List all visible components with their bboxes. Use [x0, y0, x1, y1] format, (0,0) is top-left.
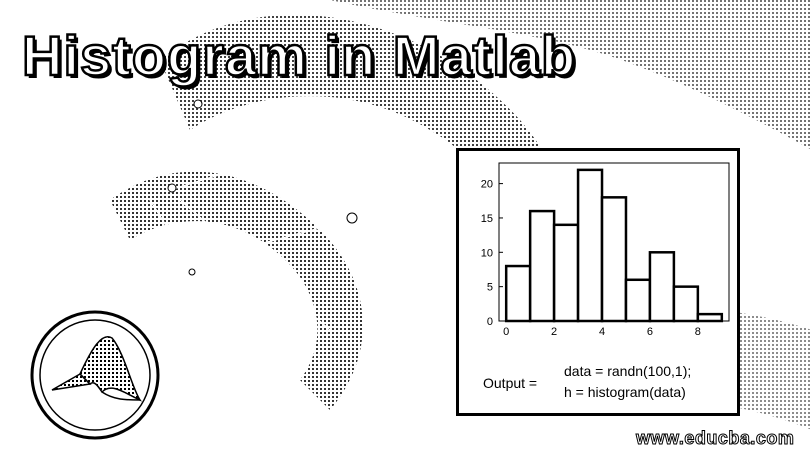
histogram-bar	[576, 168, 604, 323]
histogram-bar	[552, 223, 580, 323]
x-tick-label: 6	[647, 326, 653, 337]
histogram-bar	[600, 196, 628, 323]
x-tick-label: 8	[695, 326, 701, 337]
y-tick-label: 20	[481, 179, 493, 191]
histogram-bar	[696, 312, 724, 323]
histogram-chart: 0 2 4 6 8 0 5 10 15 20	[481, 162, 730, 337]
y-tick-label: 5	[487, 282, 493, 294]
x-tick-label: 4	[599, 326, 605, 337]
y-tick-label: 15	[481, 213, 493, 225]
histogram-bar	[672, 285, 700, 323]
histogram-bar	[528, 209, 556, 323]
y-tick-label: 10	[481, 247, 493, 259]
histogram-figure: 0 2 4 6 8 0 5 10 15 20 Output = data = randn(100…	[456, 148, 740, 416]
page-title: Histogram in Matlab	[21, 24, 577, 87]
watermark: www.educba.com	[635, 428, 795, 449]
histogram-bar	[648, 251, 676, 323]
histogram-bar	[624, 278, 652, 323]
code-line: data = randn(100,1);	[564, 363, 692, 379]
code-line: h = histogram(data)	[564, 384, 686, 400]
code-caption: Output = data = randn(100,1); h = histog…	[459, 341, 737, 413]
histogram-bar	[504, 264, 532, 323]
x-tick-label: 0	[503, 326, 509, 337]
output-label: Output =	[483, 375, 538, 391]
x-tick-label: 2	[551, 326, 557, 337]
matlab-logo-icon	[28, 308, 162, 442]
y-tick-label: 0	[487, 316, 493, 328]
